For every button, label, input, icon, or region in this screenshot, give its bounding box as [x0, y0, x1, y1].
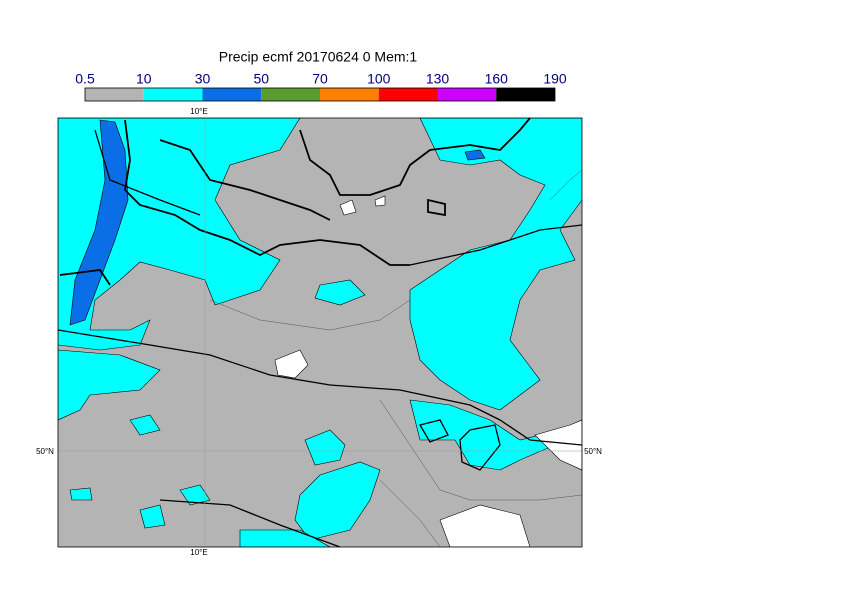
lon-label: 10°E — [190, 107, 207, 116]
legend-tick-label: 10 — [136, 71, 152, 87]
legend-tick-label: 30 — [195, 71, 211, 87]
map: 10°E 10°E 50°N 50°N — [36, 107, 602, 557]
legend-swatch — [496, 88, 555, 101]
regional-borders — [209, 169, 582, 547]
coastline — [59, 118, 531, 286]
legend-swatch — [202, 88, 262, 101]
legend-tick-label: 190 — [543, 71, 567, 87]
lon-label: 10°E — [190, 548, 207, 557]
map-frame — [57, 117, 583, 548]
legend-swatch — [85, 88, 144, 101]
legend-swatch — [143, 88, 203, 101]
legend-tick-label: 130 — [426, 71, 450, 87]
borders — [58, 129, 582, 547]
legend-swatch — [261, 88, 320, 101]
legend-tick-label: 70 — [312, 71, 328, 87]
legend-tick-label: 160 — [485, 71, 509, 87]
legend-tick-label: 50 — [253, 71, 269, 87]
legend: 0.5 10 30 50 70 100 130 160 190 — [75, 71, 567, 102]
legend-swatch — [437, 88, 497, 101]
lat-label: 50°N — [36, 447, 54, 456]
title: Precip ecmf 20170624 0 Mem:1 — [219, 49, 418, 65]
legend-tick-label: 100 — [367, 71, 391, 87]
legend-border — [84, 87, 556, 102]
precip-30-50 — [69, 119, 486, 326]
lat-label: 50°N — [584, 447, 602, 456]
no-precip — [274, 195, 582, 547]
legend-tick-label: 0.5 — [75, 71, 95, 87]
legend-swatch — [378, 88, 438, 101]
legend-swatch — [320, 88, 379, 101]
